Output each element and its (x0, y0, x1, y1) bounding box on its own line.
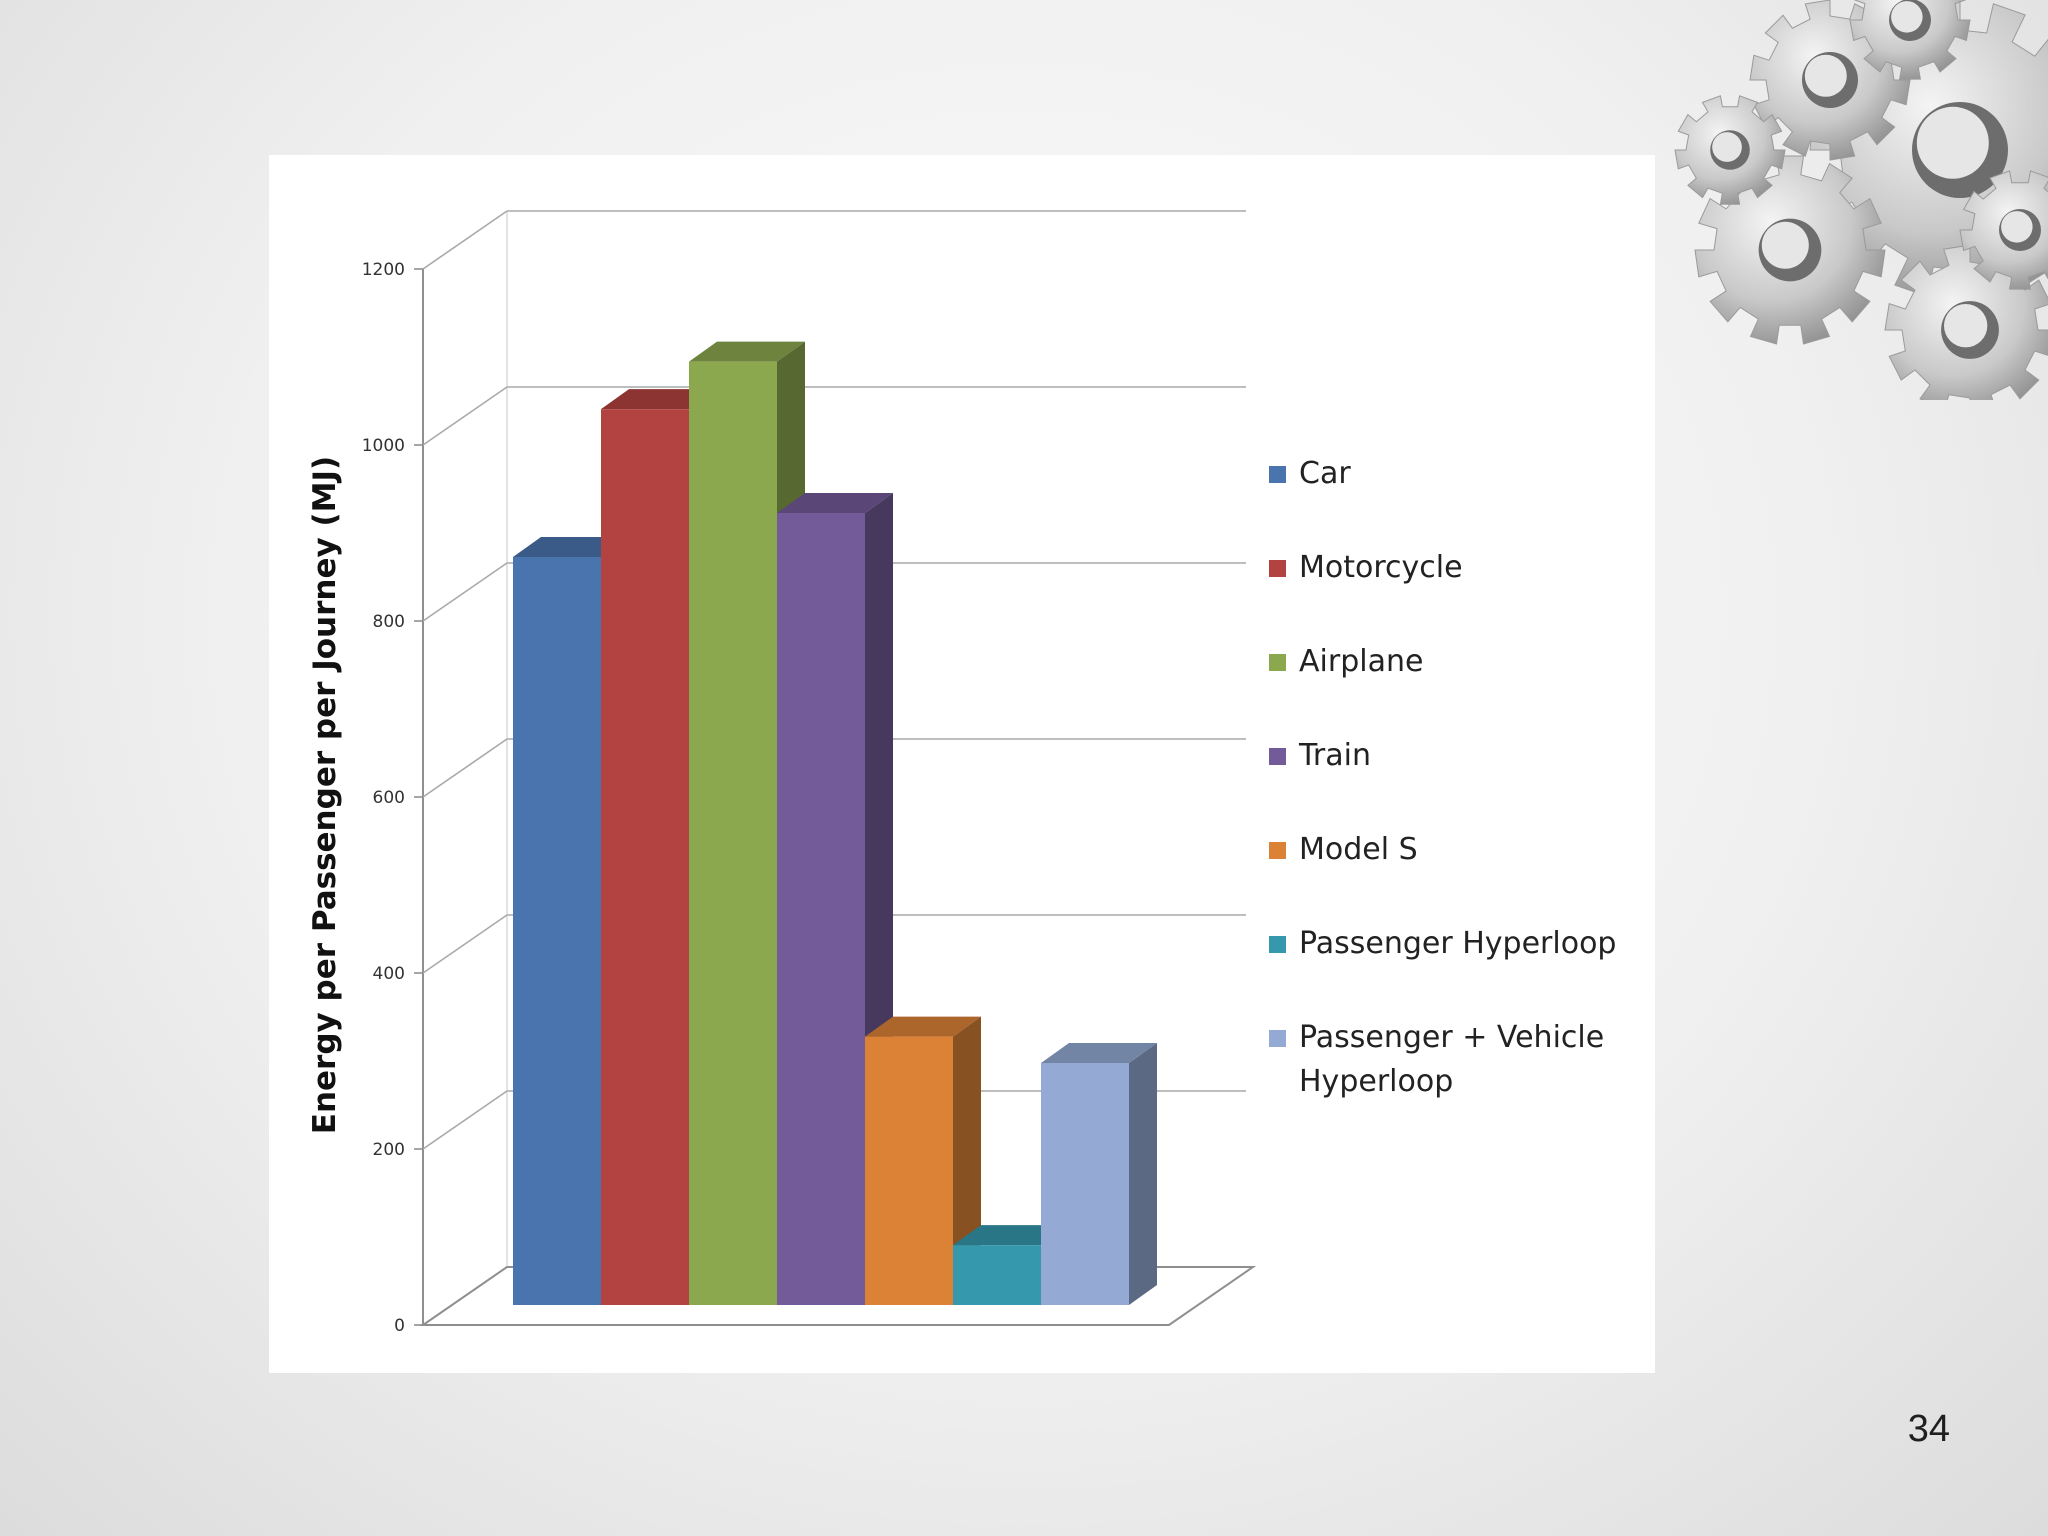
legend-swatch (1269, 842, 1286, 859)
legend-label: Passenger Hyperloop (1299, 926, 1616, 961)
gear-shape (1674, 95, 1786, 205)
y-tick-label: 600 (373, 788, 405, 808)
y-tick-label: 0 (394, 1316, 405, 1336)
bar-passenger-vehicle-hyperloop (1041, 1043, 1157, 1305)
legend-label: Model S (1299, 832, 1418, 867)
gridline (414, 386, 1246, 446)
gear-shape (1849, 0, 1971, 80)
legend-swatch (1269, 1030, 1286, 1047)
y-axis-title: Energy per Passenger per Journey (MJ) (307, 456, 343, 1134)
chart-panel: 0 200 400 600 800 1000 1200 Energy per Passenge… (269, 155, 1655, 1373)
legend-item: Model S (1269, 832, 1418, 867)
gear-shape (1884, 244, 2048, 400)
y-tick-label: 400 (373, 964, 405, 984)
legend-label: Airplane (1299, 644, 1423, 679)
y-tick-label: 1200 (362, 260, 405, 280)
legend-swatch (1269, 560, 1286, 577)
legend-swatch (1269, 654, 1286, 671)
legend-item: Motorcycle (1269, 550, 1463, 585)
gear-shape (1694, 155, 1886, 345)
bar-chart: 0 200 400 600 800 1000 1200 Energy per Passenge… (307, 210, 1616, 1336)
legend-label: Car (1299, 456, 1351, 491)
legend-item: Car (1269, 456, 1351, 491)
legend-swatch (1269, 748, 1286, 765)
legend-swatch (1269, 466, 1286, 483)
gears-icon (1674, 0, 2048, 400)
slide-number: 34 (1907, 1408, 1950, 1450)
chart-floor (419, 1266, 1257, 1326)
gridline (414, 210, 1246, 270)
legend-item: Airplane (1269, 644, 1423, 679)
legend-item: Passenger + Vehicle Hyperloop (1269, 1020, 1604, 1099)
y-tick-label: 200 (373, 1140, 405, 1160)
legend-label: Motorcycle (1299, 550, 1463, 585)
legend-item: Train (1269, 738, 1371, 773)
y-tick-label: 800 (373, 612, 405, 632)
legend-label: Passenger + Vehicle Hyperloop (1299, 1020, 1604, 1099)
y-tick-label: 1000 (362, 436, 405, 456)
legend-item: Passenger Hyperloop (1269, 926, 1616, 961)
legend-swatch (1269, 936, 1286, 953)
bar-model-s (865, 1016, 981, 1305)
legend-label: Train (1298, 738, 1371, 773)
gear-shape (1959, 170, 2048, 290)
